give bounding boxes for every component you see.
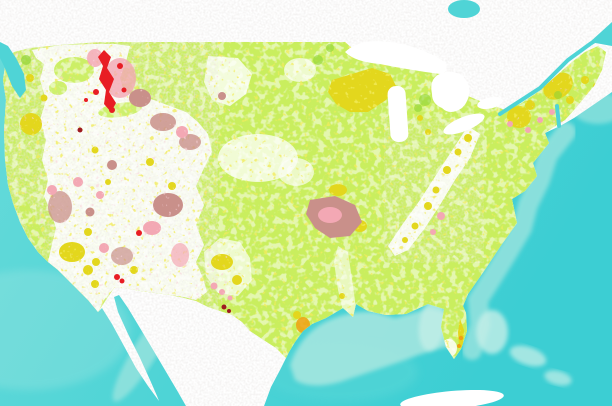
data-speck: [313, 55, 323, 65]
data-speck: [121, 87, 127, 93]
data-speck: [457, 344, 461, 348]
florida-west-shelf: [418, 299, 446, 351]
data-speck: [77, 127, 83, 133]
dark-red-specks: [77, 127, 231, 313]
idaho-red-cluster: [98, 50, 116, 112]
bahama-bank-3: [544, 370, 572, 386]
colorado-red-speck: [136, 230, 142, 236]
bahama-bank-2: [509, 345, 547, 367]
lake-ontario: [477, 96, 503, 110]
atlantic-shelf-band: [462, 122, 576, 360]
data-speck: [119, 278, 125, 284]
lake-huron: [431, 71, 470, 112]
data-speck: [414, 104, 422, 112]
lake-erie: [443, 113, 485, 135]
gulf-of-mexico-shelf: [290, 308, 455, 386]
data-speck: [21, 55, 31, 65]
st-lawrence-estuary: [590, 22, 612, 46]
lake-champlain: [554, 104, 562, 128]
data-speck: [227, 309, 231, 313]
data-speck: [117, 63, 123, 69]
data-speck: [93, 89, 99, 95]
bahama-bank-1: [476, 310, 508, 354]
data-speck: [437, 212, 445, 220]
water-details-layer: [0, 0, 612, 128]
data-speck: [554, 91, 562, 99]
cuba: [400, 389, 504, 406]
data-speck: [109, 107, 115, 113]
great-lakes-layer: [345, 41, 503, 143]
data-speck: [114, 274, 120, 280]
lake-nipigon: [448, 0, 480, 18]
lake-superior: [345, 41, 447, 74]
data-speck: [84, 98, 88, 102]
red-class-patches: [10, 43, 142, 284]
data-speck: [458, 335, 464, 341]
data-speck: [430, 229, 436, 235]
dark-green-specks: [21, 44, 562, 112]
data-speck: [221, 304, 227, 310]
ozark-pink-core: [318, 207, 342, 223]
data-speck: [326, 44, 334, 52]
puget-sound: [0, 42, 26, 98]
data-speck: [419, 94, 431, 106]
lake-michigan: [387, 85, 409, 143]
